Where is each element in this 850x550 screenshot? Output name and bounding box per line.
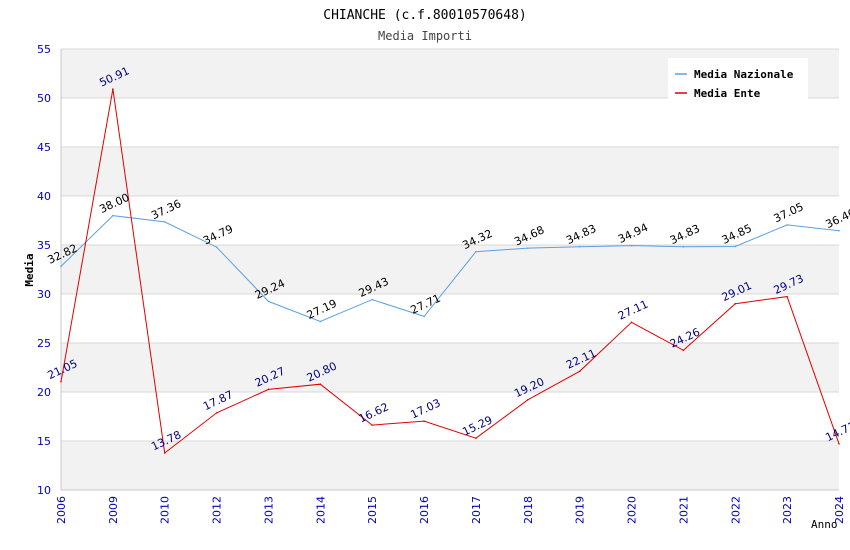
y-tick-label: 35 xyxy=(37,239,51,252)
data-point-media-ente xyxy=(371,424,374,426)
data-point-media-ente xyxy=(423,420,425,422)
x-tick-label: 2023 xyxy=(781,496,794,524)
x-tick-label: 2022 xyxy=(729,496,742,524)
y-tick-label: 25 xyxy=(37,337,51,350)
x-tick-label: 2006 xyxy=(55,496,68,524)
data-point-media-nazionale xyxy=(163,221,166,223)
data-label-media-nazionale: 34.85 xyxy=(720,222,754,247)
chart-subtitle: Media Importi xyxy=(378,29,472,43)
gridlines xyxy=(61,48,839,491)
data-label-media-nazionale: 27.71 xyxy=(409,292,443,317)
data-label-media-ente: 27.11 xyxy=(616,298,650,323)
x-tick-label: 2014 xyxy=(314,496,327,524)
data-point-media-nazionale xyxy=(630,244,633,247)
data-label-media-nazionale: 36.46 xyxy=(823,206,850,231)
data-label-media-ente: 16.62 xyxy=(357,400,391,425)
data-label-media-nazionale: 34.83 xyxy=(564,222,598,247)
data-point-media-ente xyxy=(682,349,685,352)
x-axis-label: Anno xyxy=(811,518,838,531)
y-tick-label: 15 xyxy=(37,435,51,448)
data-point-media-ente xyxy=(475,437,477,439)
y-tick-label: 10 xyxy=(37,484,51,497)
data-point-media-ente xyxy=(786,295,788,298)
data-point-media-nazionale xyxy=(786,224,788,226)
series-lines xyxy=(60,88,840,454)
data-label-media-nazionale: 37.36 xyxy=(149,197,183,222)
data-label-media-nazionale: 34.94 xyxy=(616,221,650,246)
x-tick-label: 2013 xyxy=(262,496,275,524)
data-point-media-nazionale xyxy=(527,247,529,249)
data-point-media-nazionale xyxy=(475,250,477,253)
data-point-media-ente xyxy=(319,383,322,385)
y-tick-label: 40 xyxy=(37,190,51,203)
x-tick-label: 2017 xyxy=(470,496,483,524)
data-label-media-nazionale: 27.19 xyxy=(305,297,339,322)
legend-label-media-ente: Media Ente xyxy=(694,87,761,100)
x-tick-label: 2010 xyxy=(159,496,172,524)
x-tick-label: 2021 xyxy=(677,496,690,524)
data-point-media-ente xyxy=(527,399,529,401)
data-point-media-nazionale xyxy=(734,245,737,248)
data-point-media-ente xyxy=(60,380,62,383)
x-tick-label: 2020 xyxy=(626,496,639,524)
data-point-media-ente xyxy=(578,370,581,373)
x-tick-label: 2009 xyxy=(107,496,120,524)
data-point-media-nazionale xyxy=(682,245,685,248)
data-point-media-nazionale xyxy=(838,229,840,232)
y-tick-label: 55 xyxy=(37,43,51,56)
x-tick-label: 2012 xyxy=(211,496,224,524)
x-tick-label: 2024 xyxy=(833,496,846,524)
data-point-media-nazionale xyxy=(215,246,218,248)
x-tick-label: 2016 xyxy=(418,496,431,524)
grid-bands xyxy=(61,49,839,490)
series-line-media-nazionale xyxy=(60,215,840,323)
y-axis-label: Media xyxy=(23,253,36,286)
y-tick-labels: 10 15 20 25 30 35 40 45 50 55 xyxy=(37,43,51,497)
data-point-media-ente xyxy=(215,412,218,414)
y-tick-label: 30 xyxy=(37,288,51,301)
data-label-media-nazionale: 34.83 xyxy=(668,222,702,247)
y-tick-label: 20 xyxy=(37,386,51,399)
data-point-media-ente xyxy=(112,88,114,90)
data-point-media-nazionale xyxy=(423,315,425,318)
data-point-media-nazionale xyxy=(267,300,270,303)
x-tick-label: 2015 xyxy=(366,496,379,524)
axes xyxy=(60,49,839,491)
chart-title: CHIANCHE (c.f.80010570648) xyxy=(323,8,527,23)
legend-background xyxy=(668,58,808,100)
data-point-media-nazionale xyxy=(60,265,62,268)
data-label-media-nazionale: 37.05 xyxy=(772,200,806,225)
data-point-media-ente xyxy=(267,388,270,391)
data-label-media-ente: 17.03 xyxy=(409,396,443,421)
data-label-media-ente: 15.29 xyxy=(460,413,494,438)
data-point-media-nazionale xyxy=(371,298,374,301)
grid-band xyxy=(61,343,839,392)
data-point-media-ente xyxy=(163,452,166,454)
grid-band xyxy=(61,245,839,294)
data-point-media-ente xyxy=(734,302,737,305)
legend: Media Nazionale Media Ente xyxy=(668,58,808,100)
x-tick-label: 2018 xyxy=(522,496,535,524)
data-label-media-nazionale: 34.79 xyxy=(201,222,235,247)
grid-band xyxy=(61,441,839,490)
data-point-media-ente xyxy=(630,321,633,324)
data-point-media-ente xyxy=(838,443,840,445)
x-tick-labels: 2006 2009 2010 2012 2013 2014 2015 2016 2017 2018… xyxy=(55,496,846,524)
data-point-media-nazionale xyxy=(319,320,322,323)
data-label-media-ente: 14.71 xyxy=(823,419,850,444)
legend-label-media-nazionale: Media Nazionale xyxy=(694,68,794,81)
data-point-media-nazionale xyxy=(578,245,581,248)
data-point-media-nazionale xyxy=(112,214,114,217)
x-tick-label: 2019 xyxy=(574,496,587,524)
series-line-media-ente xyxy=(60,89,840,454)
grid-band xyxy=(61,147,839,196)
y-tick-label: 45 xyxy=(37,141,51,154)
y-tick-label: 50 xyxy=(37,92,51,105)
